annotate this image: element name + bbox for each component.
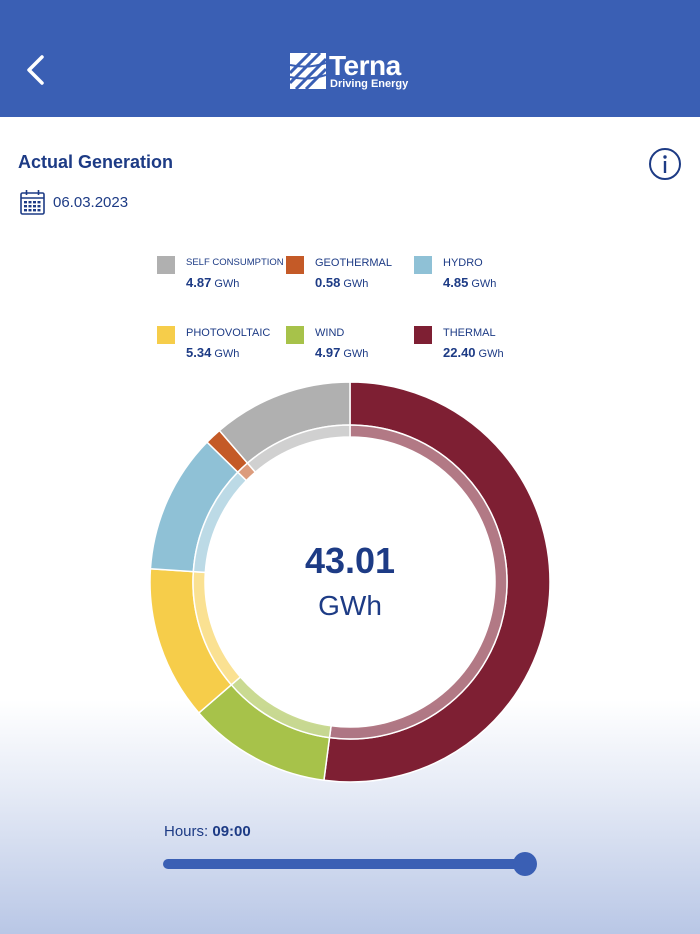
legend-value: 0.58 [315,275,341,290]
legend-unit: GWh [214,278,240,290]
legend-value: 4.97 [315,345,341,360]
legend-label: HYDRO [443,257,483,269]
legend-item-self-consumption: SELF CONSUMPTION 4.87 GWh [157,256,284,300]
legend-item-photovoltaic: PHOTOVOLTAIC 5.34 GWh [157,326,282,370]
slider-track[interactable] [163,859,525,869]
legend-swatch [414,326,432,344]
legend-item-hydro: HYDRO 4.85 GWh [414,256,539,300]
legend-value-row: 4.87 GWh [186,275,239,290]
page-title: Actual Generation [18,152,174,172]
legend-label: THERMAL [443,327,496,339]
legend-unit: GWh [214,348,240,360]
info-icon [649,148,681,180]
total-generation-unit: GWh [318,590,382,621]
legend-unit: GWh [478,348,504,360]
legend-value: 5.34 [186,345,212,360]
legend-value-row: 4.85 GWh [443,275,496,290]
legend-unit: GWh [343,348,369,360]
legend-label: SELF CONSUMPTION [186,257,284,268]
legend-swatch [157,256,175,274]
slider-thumb[interactable] [513,852,537,876]
legend-value: 22.40 [443,345,476,360]
legend-value-row: 22.40 GWh [443,345,504,360]
legend-value-row: 4.97 GWh [315,345,368,360]
legend-swatch [157,326,175,344]
hours-slider[interactable] [163,852,539,876]
legend-item-geothermal: GEOTHERMAL 0.58 GWh [286,256,411,300]
hours-label: Hours: [164,823,209,840]
date-value: 06.03.2023 [53,193,129,211]
generation-donut-chart [149,381,551,783]
back-button[interactable] [16,48,56,92]
legend-label: PHOTOVOLTAIC [186,327,271,339]
legend-item-thermal: THERMAL 22.40 GWh [414,326,539,370]
legend-swatch [414,256,432,274]
legend-unit: GWh [343,278,369,290]
legend-value-row: 5.34 GWh [186,345,239,360]
total-generation-value: 43.01 [304,540,396,581]
hours-value: 09:00 [212,823,251,840]
legend-value-row: 0.58 GWh [315,275,368,290]
logo-tagline: Driving Energy [330,78,409,90]
terna-logo: Terna Driving Energy [290,50,414,94]
legend-label: WIND [315,327,345,339]
legend-value: 4.87 [186,275,212,290]
legend-swatch [286,256,304,274]
legend-value: 4.85 [443,275,469,290]
donut-slice-inner-self-consumption [246,424,351,474]
legend-unit: GWh [471,278,497,290]
hours-label-row: Hours: 09:00 [164,823,251,840]
legend-label: GEOTHERMAL [315,257,393,269]
legend-swatch [286,326,304,344]
top-bar: Terna Driving Energy [0,0,700,117]
calendar-icon [20,190,45,215]
logo-name: Terna [329,50,401,81]
legend-item-wind: WIND 4.97 GWh [286,326,411,370]
terna-logo-mark-icon [290,53,326,89]
chevron-left-icon [27,55,44,85]
info-button[interactable] [648,147,682,181]
date-picker[interactable]: 06.03.2023 [20,188,128,216]
